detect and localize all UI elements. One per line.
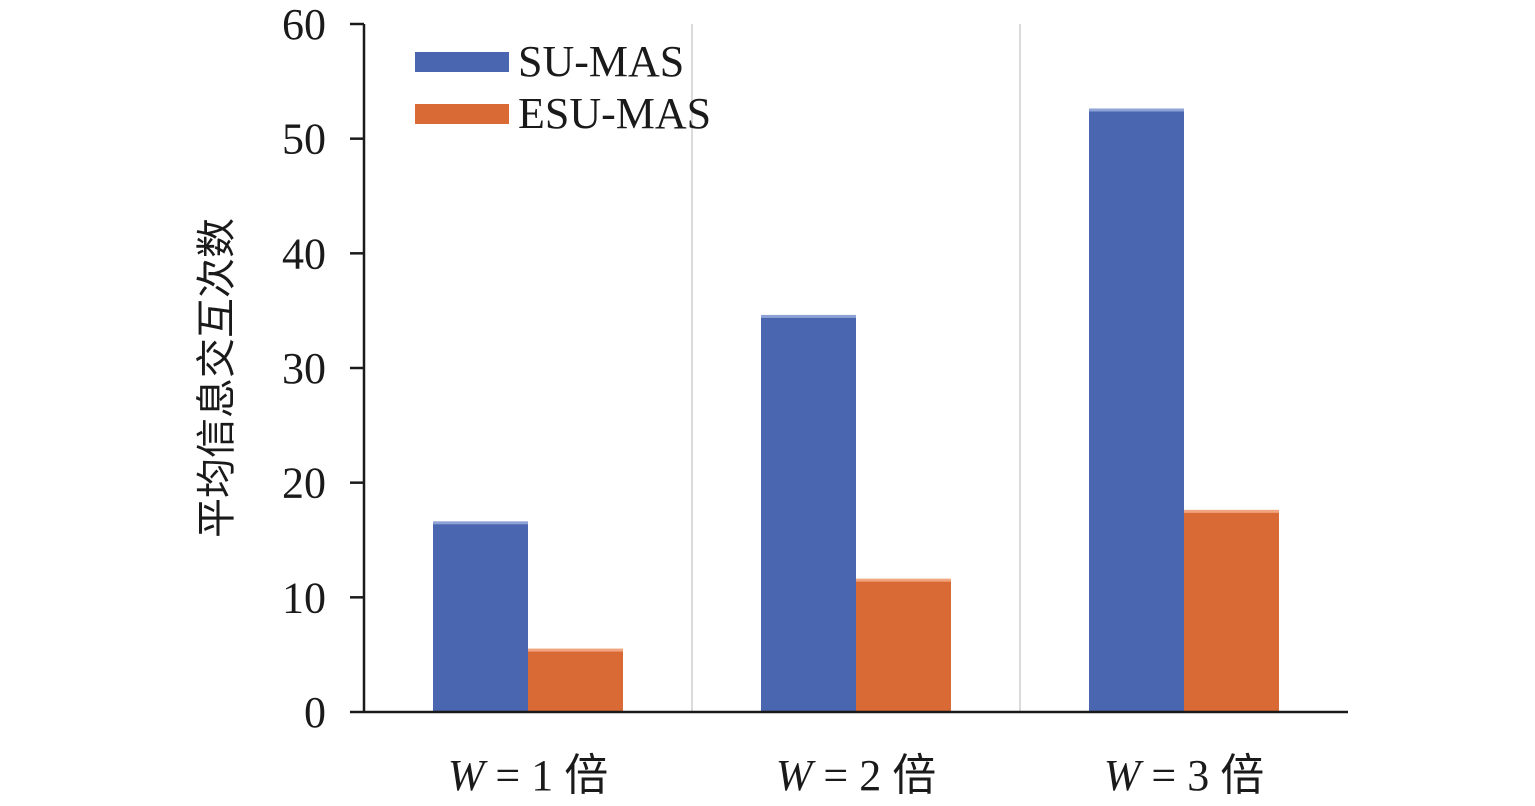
bar-su-mas-1 xyxy=(433,522,528,712)
bar-su-mas-3 xyxy=(1089,110,1184,712)
legend-swatch-esu-mas xyxy=(415,104,509,124)
bar-cap xyxy=(433,521,528,525)
bar-cap xyxy=(856,578,951,582)
legend-swatch-su-mas xyxy=(415,52,509,72)
category-separators xyxy=(691,24,1021,712)
bar-esu-mas-3 xyxy=(1184,511,1279,712)
x-category-label: W = 2 倍 xyxy=(776,751,936,800)
y-tick-label: 60 xyxy=(282,0,326,49)
y-tick-label: 10 xyxy=(282,573,326,622)
legend-label-su-mas: SU-MAS xyxy=(518,37,684,86)
bar-cap xyxy=(1089,108,1184,112)
bar-cap xyxy=(1184,509,1279,513)
bar-esu-mas-1 xyxy=(528,650,623,712)
x-category-label: W = 1 倍 xyxy=(448,751,608,800)
x-axis-category-labels: W = 1 倍 W = 2 倍 W = 3 倍 xyxy=(448,751,1264,800)
bars xyxy=(433,108,1279,712)
bar-cap xyxy=(528,648,623,652)
bar-esu-mas-2 xyxy=(856,580,951,712)
y-tick-label: 30 xyxy=(282,344,326,393)
bar-cap xyxy=(761,314,856,318)
x-category-label: W = 3 倍 xyxy=(1104,751,1264,800)
y-axis-title: 平均信息交互次数 xyxy=(194,218,240,538)
bar-su-mas-2 xyxy=(761,316,856,712)
y-tick-label: 40 xyxy=(282,229,326,278)
y-tick-label: 20 xyxy=(282,459,326,508)
y-axis-ticks: 0 10 20 30 40 50 60 xyxy=(282,0,364,737)
y-tick-label: 50 xyxy=(282,115,326,164)
legend-label-esu-mas: ESU-MAS xyxy=(518,89,711,138)
y-tick-label: 0 xyxy=(304,688,326,737)
